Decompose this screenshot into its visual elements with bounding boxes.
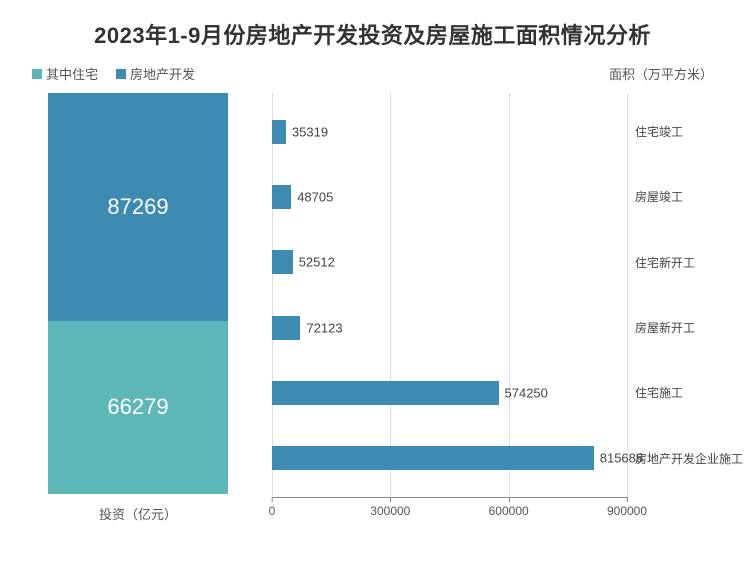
stacked-column: 8726966279	[48, 93, 228, 494]
bar-row: 574250 住宅施工	[272, 369, 717, 417]
x-tick: 600000	[489, 498, 529, 518]
bar-track: 815688	[272, 446, 627, 470]
x-tick: 900000	[607, 498, 647, 518]
bar-fill	[272, 446, 594, 470]
bar-value: 35319	[292, 124, 328, 139]
left-axis-label: 投资（亿元）	[99, 504, 177, 523]
chart-title: 2023年1-9月份房地产开发投资及房屋施工面积情况分析	[28, 18, 717, 50]
bar-fill	[272, 185, 291, 209]
bar-label: 房屋新开工	[635, 319, 717, 336]
bar-fill	[272, 250, 293, 274]
chart-body: 8726966279 投资（亿元） 35319 住宅竣工 48705 房屋竣工 5251…	[28, 93, 717, 523]
x-axis: 0300000600000900000	[272, 497, 627, 523]
bar-row: 815688房地产开发企业施工	[272, 434, 717, 482]
legend-swatch	[116, 69, 126, 79]
bar-track: 35319	[272, 120, 627, 144]
left-panel: 8726966279 投资（亿元）	[28, 93, 248, 523]
bar-track: 72123	[272, 316, 627, 340]
legend: 其中住宅 房地产开发	[32, 64, 195, 83]
bar-area: 35319 住宅竣工 48705 房屋竣工 52512 住宅新开工 72123 房屋新开工 57…	[272, 93, 717, 497]
bar-value: 52512	[299, 255, 335, 270]
x-tick: 300000	[370, 498, 410, 518]
bar-track: 48705	[272, 185, 627, 209]
bar-row: 52512 住宅新开工	[272, 238, 717, 286]
bar-label: 住宅竣工	[635, 123, 717, 140]
legend-item: 其中住宅	[32, 64, 98, 83]
x-tick: 0	[269, 498, 276, 518]
stacked-segment: 66279	[48, 321, 228, 494]
right-axis-title: 面积（万平方米）	[609, 64, 713, 83]
bar-fill	[272, 120, 286, 144]
bar-label: 住宅新开工	[635, 254, 717, 271]
bar-value: 48705	[297, 189, 333, 204]
bar-row: 72123 房屋新开工	[272, 304, 717, 352]
stacked-segment: 87269	[48, 93, 228, 321]
bar-fill	[272, 381, 499, 405]
bar-label: 房屋竣工	[635, 188, 717, 205]
bar-row: 35319 住宅竣工	[272, 108, 717, 156]
bar-label: 房地产开发企业施工	[635, 450, 717, 467]
legend-label: 其中住宅	[46, 64, 98, 83]
right-panel: 35319 住宅竣工 48705 房屋竣工 52512 住宅新开工 72123 房屋新开工 57…	[272, 93, 717, 523]
bar-value: 815688	[600, 451, 643, 466]
bar-label: 住宅施工	[635, 384, 717, 401]
bar-value: 72123	[306, 320, 342, 335]
subheader-row: 其中住宅 房地产开发 面积（万平方米）	[28, 64, 717, 93]
legend-label: 房地产开发	[130, 64, 195, 83]
bar-fill	[272, 316, 300, 340]
bar-value: 574250	[505, 385, 548, 400]
bar-track: 52512	[272, 250, 627, 274]
chart-root: 2023年1-9月份房地产开发投资及房屋施工面积情况分析 其中住宅 房地产开发 面…	[0, 0, 745, 586]
legend-swatch	[32, 69, 42, 79]
bar-row: 48705 房屋竣工	[272, 173, 717, 221]
legend-item: 房地产开发	[116, 64, 195, 83]
bar-track: 574250	[272, 381, 627, 405]
